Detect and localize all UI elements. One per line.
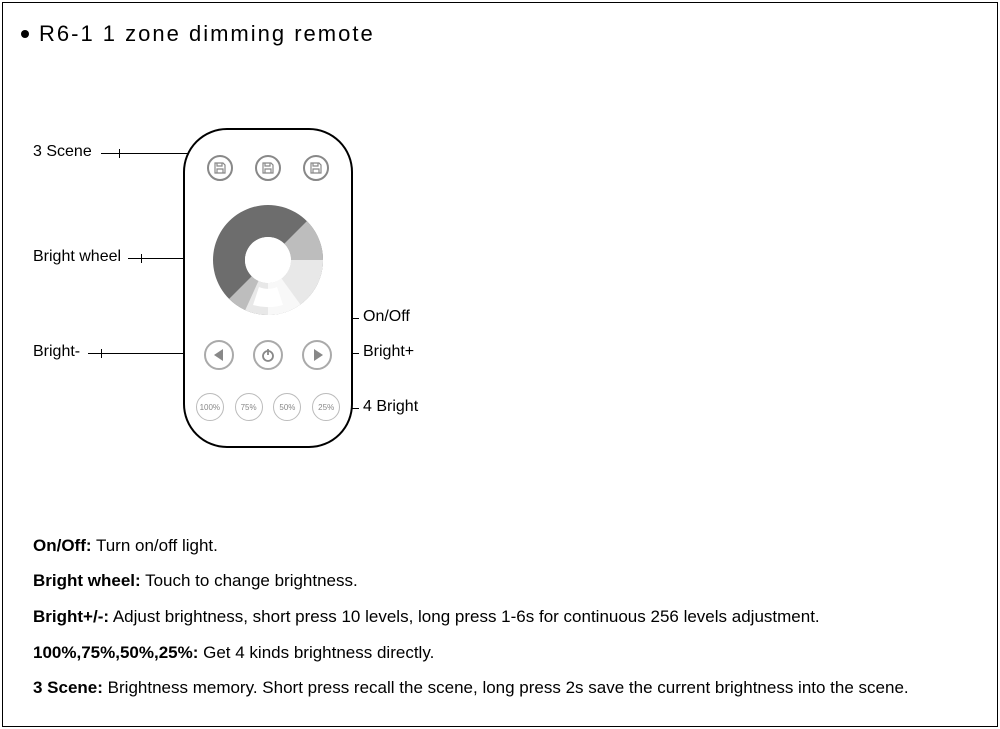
label-bright-minus: Bright-	[33, 343, 80, 361]
power-icon	[260, 347, 276, 363]
triangle-left-icon	[214, 349, 223, 361]
leader	[141, 254, 142, 263]
label-four-bright: 4 Bright	[363, 398, 418, 416]
leader	[119, 149, 120, 158]
scene-row	[185, 155, 351, 181]
remote-body: 100% 75% 50% 25%	[183, 128, 353, 448]
diagram: 3 Scene Bright wheel Bright- On/Off Brig…	[33, 113, 593, 493]
control-row	[185, 340, 351, 370]
bright-wheel[interactable]	[213, 205, 323, 315]
bright-plus-button[interactable]	[302, 340, 332, 370]
page-frame: R6-1 1 zone dimming remote 3 Scene Brigh…	[2, 2, 998, 727]
desc-line: 3 Scene: Brightness memory. Short press …	[33, 670, 967, 706]
power-button[interactable]	[253, 340, 283, 370]
bright-minus-button[interactable]	[204, 340, 234, 370]
preset-label: 75%	[241, 403, 257, 412]
page-title: R6-1 1 zone dimming remote	[39, 21, 375, 47]
leader	[101, 153, 197, 154]
description-block: On/Off: Turn on/off light. Bright wheel:…	[33, 528, 967, 706]
desc-term: Bright wheel:	[33, 571, 141, 590]
preset-row: 100% 75% 50% 25%	[185, 393, 351, 421]
desc-line: Bright+/-: Adjust brightness, short pres…	[33, 599, 967, 635]
save-icon	[214, 162, 226, 174]
save-icon	[262, 162, 274, 174]
triangle-right-icon	[314, 349, 323, 361]
preset-100-button[interactable]: 100%	[196, 393, 224, 421]
desc-text: Turn on/off light.	[92, 536, 218, 555]
save-icon	[310, 162, 322, 174]
desc-term: Bright+/-:	[33, 607, 109, 626]
leader	[101, 349, 102, 358]
title-row: R6-1 1 zone dimming remote	[3, 3, 997, 47]
scene-button-1[interactable]	[207, 155, 233, 181]
preset-75-button[interactable]: 75%	[235, 393, 263, 421]
desc-term: 3 Scene:	[33, 678, 103, 697]
preset-25-button[interactable]: 25%	[312, 393, 340, 421]
desc-line: 100%,75%,50%,25%: Get 4 kinds brightness…	[33, 635, 967, 671]
desc-term: On/Off:	[33, 536, 92, 555]
preset-label: 25%	[318, 403, 334, 412]
scene-button-3[interactable]	[303, 155, 329, 181]
desc-term: 100%,75%,50%,25%:	[33, 643, 198, 662]
preset-50-button[interactable]: 50%	[273, 393, 301, 421]
desc-text: Get 4 kinds brightness directly.	[198, 643, 434, 662]
label-scene: 3 Scene	[33, 143, 92, 161]
desc-line: Bright wheel: Touch to change brightness…	[33, 563, 967, 599]
bullet-icon	[21, 30, 29, 38]
label-bright-plus: Bright+	[363, 343, 414, 361]
label-onoff: On/Off	[363, 308, 410, 326]
wheel-center	[245, 237, 291, 283]
preset-label: 50%	[279, 403, 295, 412]
desc-line: On/Off: Turn on/off light.	[33, 528, 967, 564]
desc-text: Brightness memory. Short press recall th…	[103, 678, 909, 697]
scene-button-2[interactable]	[255, 155, 281, 181]
label-wheel: Bright wheel	[33, 248, 121, 266]
desc-text: Adjust brightness, short press 10 levels…	[109, 607, 820, 626]
preset-label: 100%	[200, 403, 220, 412]
desc-text: Touch to change brightness.	[141, 571, 358, 590]
